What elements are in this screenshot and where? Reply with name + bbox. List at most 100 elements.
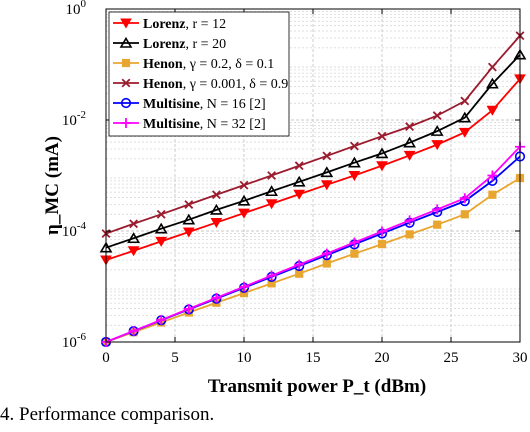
data-point	[266, 270, 277, 281]
legend-label: Lorenz, r = 20	[143, 37, 226, 52]
data-point	[348, 171, 361, 181]
legend-marker	[121, 58, 131, 68]
x-tick-label: 30	[513, 350, 528, 366]
series-line	[105, 35, 521, 235]
data-point	[349, 141, 359, 151]
data-point	[375, 147, 389, 159]
data-point	[349, 237, 360, 248]
data-point	[488, 190, 497, 199]
data-point	[431, 140, 444, 151]
data-point	[292, 175, 306, 187]
data-point	[321, 248, 332, 259]
series-line	[105, 54, 521, 249]
x-tick-label: 10	[237, 350, 252, 366]
data-point	[128, 325, 139, 336]
data-point	[156, 209, 166, 219]
data-point	[460, 96, 470, 106]
data-point	[129, 219, 139, 229]
legend-entry: Henon, γ = 0.2, δ = 0.1	[113, 57, 274, 72]
data-point	[210, 218, 223, 229]
data-point	[211, 190, 221, 200]
series-2	[99, 48, 527, 253]
data-point	[154, 222, 168, 234]
data-point	[348, 156, 361, 168]
data-point	[237, 194, 251, 206]
data-point	[156, 314, 167, 325]
series-line	[105, 146, 521, 343]
data-point	[322, 151, 332, 161]
data-point	[293, 189, 306, 200]
data-point	[350, 249, 359, 258]
legend-entry: Multisine, N = 16 [2]	[113, 97, 266, 112]
x-tick-label: 5	[171, 350, 179, 366]
data-point	[320, 166, 334, 178]
data-point	[294, 161, 304, 171]
data-point	[458, 111, 472, 123]
series-group	[99, 31, 527, 348]
data-point	[460, 210, 469, 219]
data-point	[404, 215, 415, 226]
data-point	[294, 259, 305, 270]
data-point	[405, 230, 414, 239]
legend-entry: Multisine, N = 32 [2]	[113, 117, 266, 132]
data-point	[184, 200, 194, 209]
x-tick-label: 0	[102, 350, 110, 366]
series-6	[101, 141, 525, 347]
x-tick-label: 15	[306, 350, 321, 366]
data-point	[377, 240, 387, 249]
legend-label: Multisine, N = 16 [2]	[143, 97, 266, 112]
data-point	[182, 213, 196, 225]
data-point	[127, 246, 140, 257]
data-point	[403, 150, 416, 161]
data-point	[487, 62, 497, 72]
y-tick-label: 100	[66, 0, 87, 18]
data-point	[487, 170, 498, 181]
data-point	[430, 125, 444, 136]
x-tick-label: 25	[444, 350, 459, 366]
y-tick-label: 10-2	[62, 109, 86, 129]
y-tick-label: 10-6	[62, 331, 87, 351]
data-point	[155, 236, 168, 247]
axis-labels: Transmit power P_t (dBm) η_MC (mA)	[42, 136, 426, 397]
legend-label: Multisine, N = 32 [2]	[143, 117, 266, 132]
legend: Lorenz, r = 12 Lorenz, r = 20 Henon, γ = 0…	[108, 11, 290, 137]
series-4	[101, 31, 525, 238]
data-point	[405, 122, 415, 132]
data-point	[127, 232, 140, 244]
data-point	[459, 193, 470, 204]
data-point	[322, 259, 331, 268]
data-point	[432, 111, 442, 121]
legend-label: Lorenz, r = 12	[143, 17, 226, 32]
legend-marker	[120, 97, 132, 109]
legend-label: Henon, γ = 0.2, δ = 0.1	[143, 57, 274, 72]
data-point	[377, 131, 387, 141]
data-point	[376, 161, 388, 172]
data-point	[183, 303, 194, 314]
legend-entry: Lorenz, r = 12	[113, 17, 226, 32]
y-tick-label: 10-4	[62, 220, 87, 240]
x-tick-label: 20	[375, 350, 390, 366]
legend-marker	[119, 36, 133, 48]
legend-entry: Henon, γ = 0.001, δ = 0.9	[113, 77, 288, 92]
series-line	[105, 177, 521, 343]
x-axis-label: Transmit power P_t (dBm)	[208, 376, 426, 397]
data-point	[265, 199, 278, 210]
data-point	[211, 292, 222, 303]
data-point	[238, 208, 250, 219]
legend-entry: Lorenz, r = 20	[113, 36, 226, 52]
data-point	[295, 269, 304, 278]
data-point	[458, 127, 471, 138]
legend-marker	[120, 18, 132, 29]
data-point	[486, 105, 499, 116]
series-line	[105, 78, 521, 261]
legend-box	[108, 11, 290, 137]
data-point	[267, 171, 277, 180]
data-point	[486, 77, 499, 89]
data-point	[265, 185, 278, 197]
data-point	[182, 227, 195, 238]
series-1	[100, 74, 526, 266]
legend-marker	[121, 118, 131, 128]
data-point	[403, 136, 416, 148]
data-point	[210, 203, 223, 215]
